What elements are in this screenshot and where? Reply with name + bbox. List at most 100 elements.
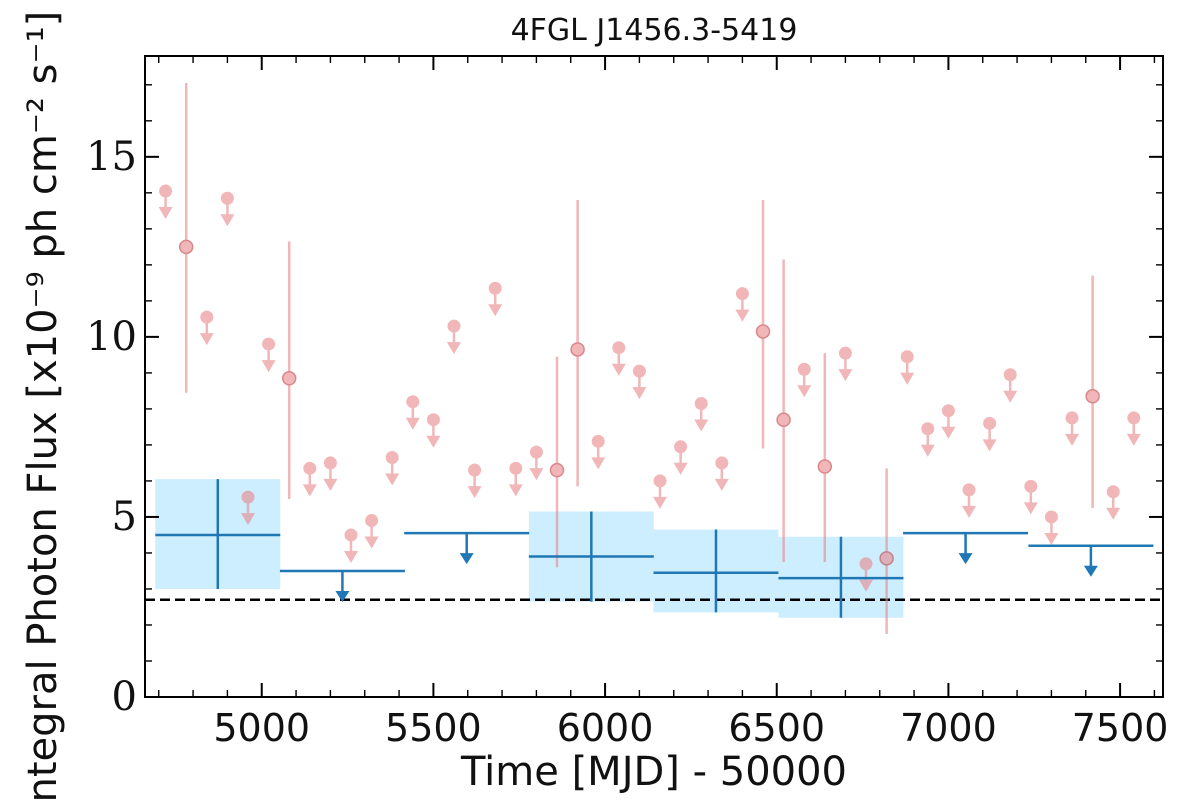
upper-limit-arrow-head [1003,390,1018,403]
upper-limit-arrow-head [241,513,256,526]
long-bin-upper-limit-head [958,553,973,565]
upper-limit-arrow-head [653,496,668,509]
short-bin-series [158,83,1141,634]
chart-title: 4FGL J1456.3-5419 [511,13,798,48]
short-bin-point [426,413,440,427]
short-bin-point [1024,479,1038,493]
upper-limit-arrow-head [529,468,544,481]
upper-limit-arrow-head [611,363,626,376]
short-bin-point [632,364,646,378]
x-tick-label: 5000 [213,706,310,750]
long-bin-upper-limit-head [335,590,350,602]
x-tick-label: 6000 [557,706,654,750]
short-bin-point [900,350,914,364]
upper-limit-arrow-head [1065,433,1080,446]
short-bin-point [178,239,194,255]
upper-limit-arrow-head [1044,532,1059,545]
short-bin-point [797,362,811,376]
upper-limit-arrow-head [920,444,935,457]
upper-limit-arrow-head [467,486,482,499]
y-tick-label: 15 [86,134,137,180]
short-bin-point [549,462,565,478]
upper-limit-arrow-head [941,426,956,439]
upper-limit-arrow-head [838,369,853,382]
short-bin-point [1106,485,1120,499]
y-axis-label: Integral Photon Flux [x10⁻⁹ ph cm⁻² s⁻¹] [20,11,66,800]
short-bin-point [303,461,317,475]
upper-limit-arrow-head [364,536,379,549]
short-bin-point [1065,411,1079,425]
upper-limit-arrow-head [1023,502,1038,515]
upper-limit-arrow-head [1126,433,1141,446]
short-bin-point [962,483,976,497]
short-bin-point [323,456,337,470]
upper-limit-arrow-head [385,473,400,486]
short-bin-point [281,371,297,386]
upper-limit-arrow-head [591,457,606,470]
upper-limit-arrow-head [199,333,214,346]
plot-area [145,83,1163,634]
short-bin-point [715,456,729,470]
long-bin-upper-limit-head [459,553,474,565]
short-bin-point [344,528,358,542]
short-bin-point [159,184,173,198]
short-bin-point [755,324,771,339]
short-bin-point [674,440,688,454]
short-bin-point [365,514,379,528]
short-bin-point [921,422,935,436]
short-bin-point [879,551,894,566]
x-axis-label: Time [MJD] - 50000 [460,749,847,795]
upper-limit-arrow-head [797,385,812,398]
upper-limit-arrow-head [405,417,420,430]
upper-limit-arrow-head [158,207,173,220]
short-bin-point [735,287,749,301]
axes-frame [144,55,1164,698]
short-bin-point [447,319,461,333]
short-bin-point [488,281,502,295]
upper-limit-arrow-head [488,304,503,317]
upper-limit-arrow-head [900,372,915,385]
upper-limit-arrow-head [673,462,688,475]
short-bin-point [220,191,234,205]
short-bin-point [200,310,214,324]
x-tick-label: 7000 [900,706,997,750]
upper-limit-arrow-head [694,419,709,432]
upper-limit-arrow-head [1106,507,1121,520]
upper-limit-arrow-head [426,435,441,448]
upper-limit-arrow-head [632,387,647,400]
upper-limit-arrow-head [962,505,977,518]
upper-limit-arrow-head [302,484,317,497]
y-tick-label: 0 [112,674,137,720]
short-bin-point [983,416,997,430]
short-bin-point [241,490,255,504]
short-bin-point [941,404,955,418]
upper-limit-arrow-head [982,439,997,452]
long-bin-upper-limit-head [1083,565,1098,577]
upper-limit-arrow-head [323,478,338,491]
short-bin-point [817,459,833,474]
short-bin-point [1003,368,1017,382]
x-tick-label: 5500 [385,706,482,750]
short-bin-point [694,397,708,411]
short-bin-point [468,463,482,477]
upper-limit-arrow-head [220,214,235,227]
axes: 5000 5500 6000 6500 7000 7500 0 5 10 15 [86,55,1168,750]
upper-limit-arrow-head [714,478,729,491]
upper-limit-arrow-head [447,342,462,355]
short-bin-point [1085,389,1100,404]
short-bin-point [838,346,852,360]
short-bin-point [385,451,399,465]
upper-limit-arrow-head [859,579,874,592]
short-bin-point [653,474,667,488]
short-bin-point [509,461,523,475]
upper-limit-arrow-head [508,484,523,497]
x-tick-label: 6500 [728,706,825,750]
short-bin-point [859,557,873,571]
short-bin-point [406,395,420,409]
short-bin-point [262,337,276,351]
short-bin-point [1127,411,1141,425]
short-bin-point [612,341,626,355]
y-tick-label: 5 [112,494,137,540]
upper-limit-arrow-head [344,550,359,563]
